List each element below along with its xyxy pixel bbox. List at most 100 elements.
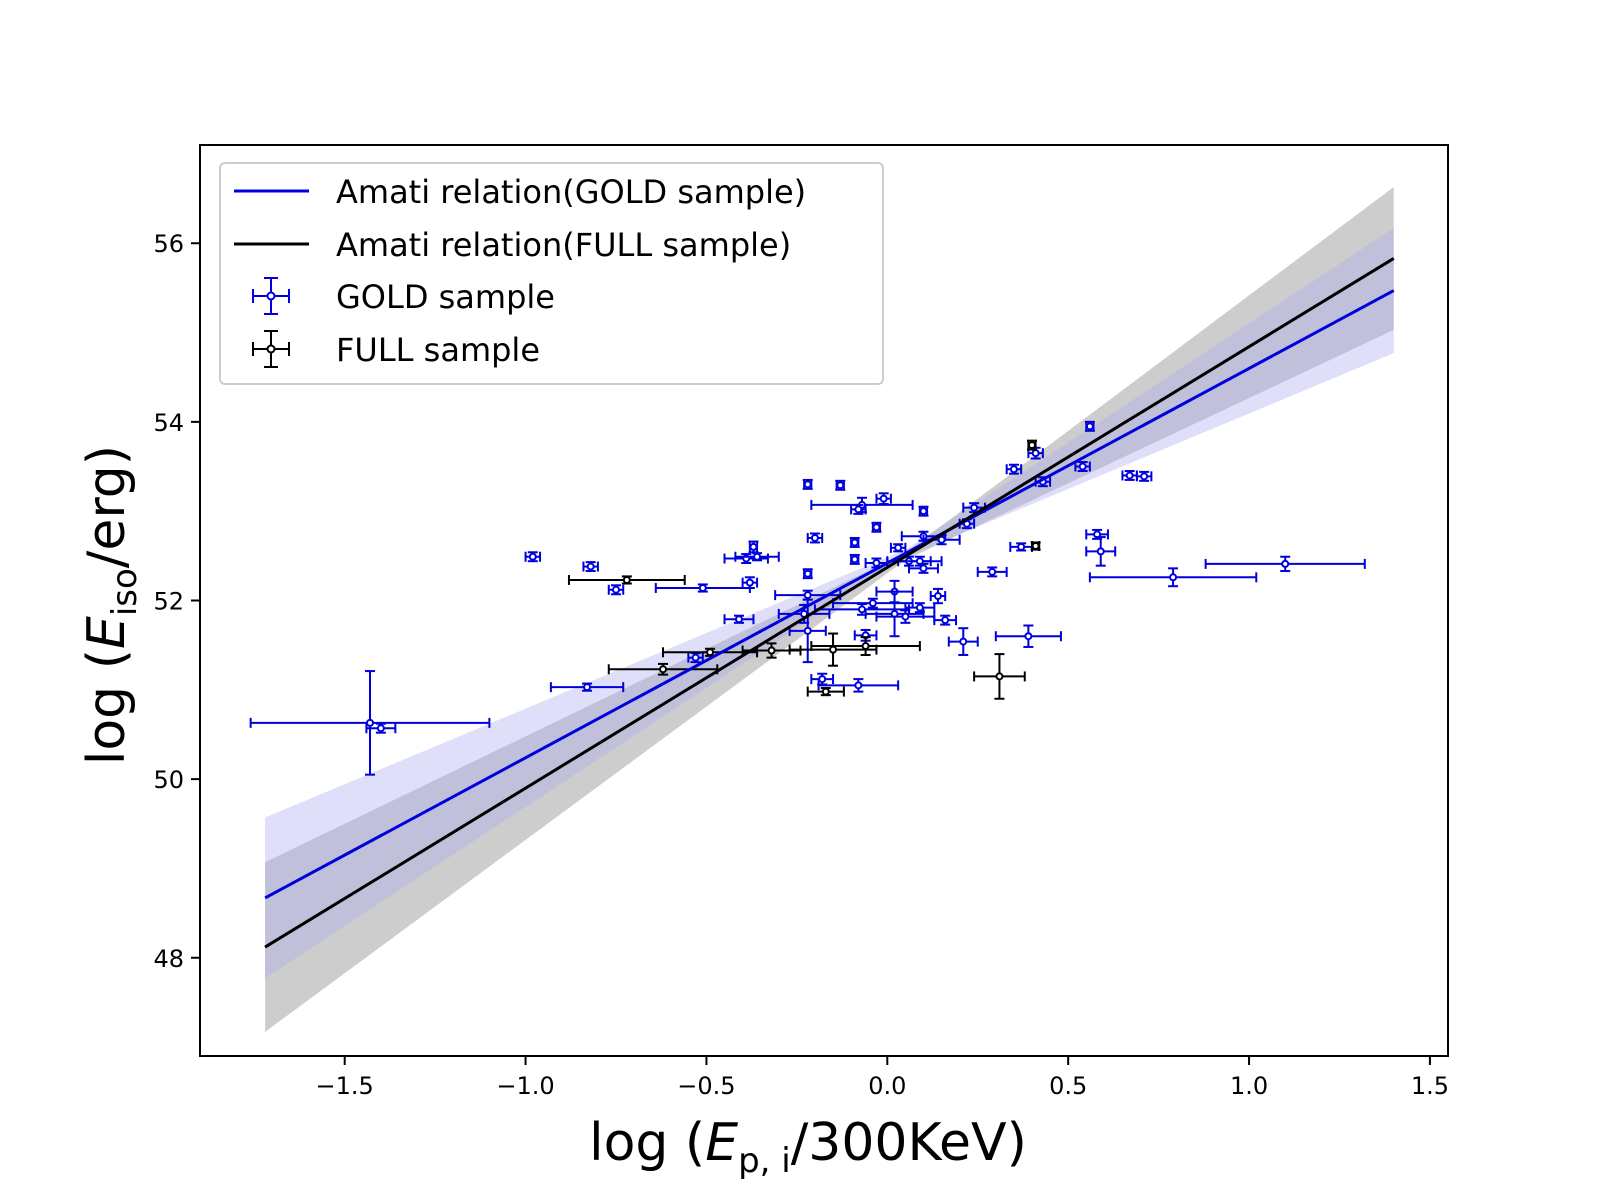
data-marker (1028, 441, 1036, 450)
data-point (1088, 567, 1258, 588)
data-point (802, 478, 813, 490)
data-marker (803, 480, 812, 489)
data-point (607, 662, 719, 676)
data-point (813, 603, 911, 616)
data-point (582, 561, 599, 573)
y-tick-label: 48 (153, 945, 184, 973)
data-marker (854, 505, 863, 514)
data-marker (612, 585, 620, 594)
data-point (918, 505, 929, 517)
data-marker (829, 645, 838, 654)
data-marker (803, 591, 812, 600)
x-axis-label-var: E (705, 1113, 738, 1173)
data-marker (919, 564, 928, 573)
data-marker (850, 555, 859, 564)
data-point (889, 542, 907, 553)
data-point (994, 624, 1062, 648)
data-marker (941, 616, 950, 625)
x-tick-label: 1.0 (1230, 1072, 1268, 1100)
legend-marker-full-sample (252, 330, 290, 368)
y-tick-label: 56 (153, 230, 184, 258)
data-point (810, 636, 921, 656)
data-marker (1031, 542, 1040, 551)
data-point (933, 614, 958, 626)
data-marker (1096, 547, 1105, 556)
x-tick-label: −1.0 (496, 1072, 554, 1100)
data-marker (1031, 449, 1040, 458)
data-point (853, 628, 878, 642)
data-point (723, 614, 755, 625)
fit-line-gold (264, 289, 1395, 900)
legend-label-gold-sample: GOLD sample (336, 278, 555, 316)
data-point (929, 587, 947, 605)
data-point (1135, 470, 1153, 482)
data-point (1005, 463, 1023, 475)
data-marker (1125, 471, 1134, 480)
data-point (835, 479, 846, 491)
data-marker (818, 675, 827, 684)
data-point (810, 672, 835, 686)
data-marker (753, 552, 762, 561)
legend-label-full-sample: FULL sample (336, 331, 540, 369)
data-point (897, 555, 943, 567)
legend-label-gold-fit: Amati relation(GOLD sample) (336, 173, 806, 211)
data-marker (698, 583, 707, 592)
data-marker (706, 648, 715, 657)
data-point (741, 576, 759, 589)
y-axis-label: log (Eiso/erg) (77, 445, 145, 765)
y-axis-label-var: E (77, 616, 137, 649)
data-marker (919, 507, 928, 516)
plot-area (249, 186, 1395, 1032)
legend-label-full-fit: Amati relation(FULL sample) (336, 226, 791, 264)
data-marker (1009, 465, 1018, 474)
y-tick-label: 50 (153, 766, 184, 794)
data-marker (376, 724, 385, 733)
data-marker (1281, 559, 1290, 568)
y-axis-label-prefix: log ( (77, 649, 137, 765)
data-marker (861, 642, 870, 651)
data-point (871, 521, 882, 533)
data-marker (734, 615, 743, 624)
x-axis-label-sub: p, i (738, 1141, 791, 1181)
data-marker (767, 646, 776, 655)
data-point (976, 566, 1008, 578)
data-marker (803, 626, 812, 635)
fit-line-full (264, 257, 1395, 949)
data-marker (933, 592, 942, 601)
x-axis-label: log (Ep, i/300KeV) (589, 1113, 1027, 1181)
x-tick-label: −1.5 (316, 1072, 374, 1100)
x-tick-label: 1.5 (1411, 1072, 1449, 1100)
data-marker (586, 562, 595, 571)
data-point (817, 678, 900, 693)
data-point (748, 540, 759, 554)
legend-marker-gold-sample (252, 277, 290, 315)
data-marker (879, 494, 888, 503)
data-point (365, 722, 397, 734)
data-marker (836, 481, 845, 490)
data-point (806, 532, 824, 544)
data-marker (583, 683, 592, 692)
data-point (832, 597, 914, 609)
data-point (1030, 541, 1041, 552)
data-point (524, 551, 542, 563)
data-marker (1085, 422, 1094, 431)
data-marker (1024, 632, 1033, 641)
legend-frame (219, 162, 884, 385)
data-marker (857, 605, 866, 614)
data-point (875, 492, 892, 506)
data-point (850, 503, 867, 515)
data-point (788, 598, 827, 664)
x-axis-label-suffix: /300KeV) (791, 1113, 1027, 1173)
data-point (849, 553, 860, 565)
data-marker (821, 687, 830, 696)
data-point (904, 602, 936, 614)
data-marker (691, 653, 700, 662)
data-point (1085, 536, 1117, 567)
data-point (567, 574, 686, 585)
data-marker (915, 603, 924, 612)
data-marker (366, 718, 375, 727)
axes: −1.5 −1.0 −0.5 0.0 0.5 1.0 1.5 48 50 52 54 56 (153, 144, 1449, 1100)
legend: Amati relation(GOLD sample) Amati relati… (219, 162, 884, 385)
data-marker (810, 533, 819, 542)
data-point (249, 670, 491, 776)
